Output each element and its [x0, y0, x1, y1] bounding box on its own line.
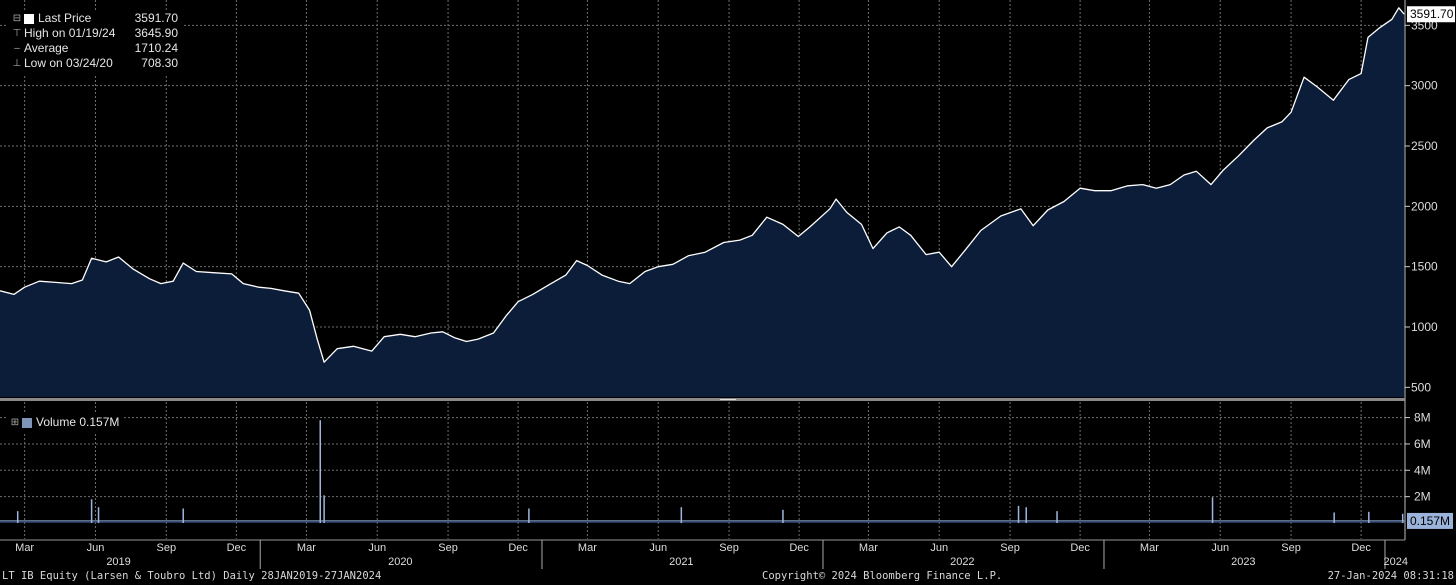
- price-tick-label: 1000: [1411, 320, 1438, 334]
- last-price-tag-label: 3591.70: [1410, 7, 1454, 21]
- legend-row-volume: ⊞ Volume 0.157M: [8, 415, 120, 430]
- legend-label: High on 01/19/24: [24, 26, 116, 40]
- month-tick-label: Dec: [789, 542, 809, 554]
- low-marker-icon: ⊥: [12, 58, 22, 69]
- month-tick-label: Sep: [1281, 542, 1301, 554]
- legend-label: Average: [24, 41, 69, 55]
- legend-row-average: – Average 1710.24: [10, 41, 178, 56]
- year-tick-label: 2024: [1384, 556, 1408, 568]
- volume-tick-label: 4M: [1414, 463, 1431, 477]
- last-volume-tag-label: 0.157M: [1410, 514, 1450, 528]
- legend-value: 3645.90: [134, 26, 178, 40]
- month-tick-label: Dec: [1070, 542, 1090, 554]
- legend-row-high: ⊤ High on 01/19/24 3645.90: [10, 26, 178, 41]
- month-tick-label: Dec: [1351, 542, 1371, 554]
- legend-value: 1710.24: [134, 41, 178, 55]
- footer-bar: LT IB Equity (Larsen & Toubro Ltd) Daily…: [0, 570, 1456, 585]
- month-tick-label: Jun: [368, 542, 386, 554]
- high-marker-icon: ⊤: [12, 28, 22, 39]
- month-tick-label: Sep: [1000, 542, 1020, 554]
- volume-tick-label: 8M: [1414, 411, 1431, 425]
- month-tick-label: Jun: [1211, 542, 1229, 554]
- volume-legend: ⊞ Volume 0.157M: [6, 414, 124, 432]
- volume-tick-label: 2M: [1414, 490, 1431, 504]
- month-tick-label: Mar: [15, 542, 34, 554]
- month-tick-label: Dec: [508, 542, 528, 554]
- year-tick-label: 2022: [950, 556, 974, 568]
- volume-tick-label: 6M: [1414, 437, 1431, 451]
- month-tick-label: Mar: [859, 542, 878, 554]
- grid-lines: [0, 0, 1405, 539]
- month-tick-label: Mar: [578, 542, 597, 554]
- price-tick-label: 2500: [1411, 139, 1438, 153]
- legend-value: 708.30: [141, 56, 178, 70]
- legend-value: 3591.70: [134, 11, 178, 25]
- month-tick-label: Sep: [719, 542, 739, 554]
- volume-swatch: [22, 417, 32, 428]
- last-volume-tag: [1407, 512, 1453, 529]
- month-tick-label: Dec: [227, 542, 247, 554]
- footer-security: LT IB Equity (Larsen & Toubro Ltd) Daily…: [2, 570, 382, 582]
- legend-row-last-price: ⊟ Last Price 3591.70: [10, 11, 178, 26]
- last-price-tag: [1407, 6, 1455, 23]
- footer-copyright: Copyright© 2024 Bloomberg Finance L.P.: [762, 570, 1003, 582]
- legend-label: Last Price: [38, 11, 92, 25]
- footer-timestamp: 27-Jan-2024 08:31:18: [1327, 570, 1454, 582]
- price-tick-label: 3000: [1411, 79, 1438, 93]
- month-tick-label: Jun: [87, 542, 105, 554]
- collapse-icon[interactable]: ⊟: [12, 13, 22, 24]
- month-tick-label: Mar: [1140, 542, 1159, 554]
- year-tick-label: 2019: [106, 556, 130, 568]
- price-tick-label: 1500: [1411, 260, 1438, 274]
- year-tick-label: 2020: [388, 556, 412, 568]
- price-line: [0, 7, 1405, 363]
- month-tick-label: Mar: [297, 542, 316, 554]
- legend-row-low: ⊥ Low on 03/24/20 708.30: [10, 56, 178, 71]
- last-price-swatch: [24, 13, 34, 24]
- volume-base-band: [0, 520, 1405, 523]
- legend-label: Low on 03/24/20: [24, 56, 113, 70]
- expand-icon[interactable]: ⊞: [10, 417, 20, 428]
- price-area: [0, 7, 1405, 398]
- price-legend: ⊟ Last Price 3591.70 ⊤ High on 01/19/24 …: [6, 10, 182, 74]
- average-marker-icon: –: [14, 43, 20, 54]
- month-tick-label: Sep: [438, 542, 458, 554]
- panel-divider: [0, 398, 1405, 401]
- price-tick-label: 2000: [1411, 199, 1438, 213]
- month-tick-label: Jun: [649, 542, 667, 554]
- month-tick-label: Sep: [157, 542, 177, 554]
- month-tick-label: Jun: [930, 542, 948, 554]
- legend-label: Volume 0.157M: [36, 415, 120, 429]
- price-tick-label: 500: [1411, 380, 1431, 394]
- year-tick-label: 2021: [669, 556, 693, 568]
- year-tick-label: 2023: [1231, 556, 1255, 568]
